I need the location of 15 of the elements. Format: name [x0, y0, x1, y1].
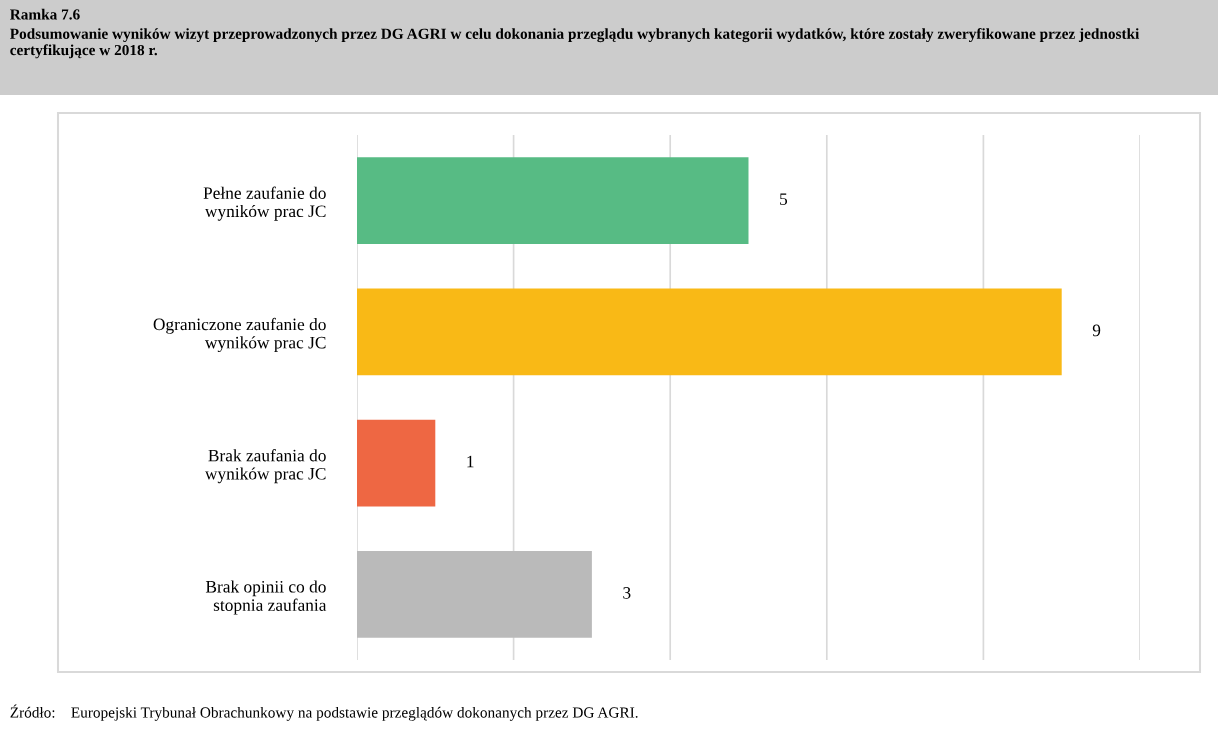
chart-subtitle: Podsumowanie wyników wizyt przeprowadzonych przez DG AGRI w celu dokonania przeglądu wybranych kategorii wydatków, które zostały zweryfikowane przez jednostki certyfikujące w 2018 r. [10, 28, 1140, 59]
text: Źródło: Europejski Trybunał Obrachunkowy na podstawie przeglądów dokonanych przez DG AGRI. [10, 704, 638, 721]
bar [357, 551, 592, 638]
bar [357, 157, 749, 244]
data-label: 5 [780, 193, 788, 205]
data-label: 9 [1092, 324, 1101, 337]
y-tick-label: Brak opinii co do stopnia zaufania [205, 580, 327, 615]
y-tick-label: Pełne zaufanie do wyników prac JC [203, 186, 326, 221]
y-tick-label: Ograniczone zaufanie do wyników prac JC [153, 317, 326, 353]
y-tick-label: Brak zaufania do wyników prac JC [204, 449, 326, 484]
data-label: 3 [623, 587, 631, 599]
data-label: 1 [467, 455, 474, 468]
text: Ramka 7.6 [10, 8, 80, 20]
bar [357, 288, 1062, 376]
bar [357, 419, 436, 507]
